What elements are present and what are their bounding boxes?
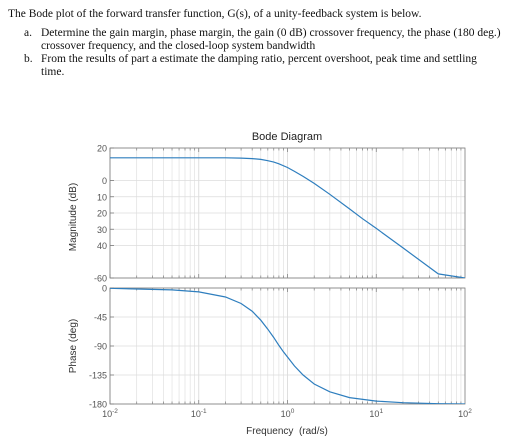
- magnitude-series-line: [110, 157, 465, 278]
- phase-ytick-label: -135: [89, 371, 107, 381]
- phase-ytick-label: -45: [94, 313, 107, 323]
- chart-title: Bode Diagram: [252, 131, 322, 143]
- xtick-base: 10: [102, 409, 112, 419]
- phase-ytick-label: -180: [89, 400, 107, 410]
- magnitude-ylabel: Magnitude (dB): [68, 183, 79, 251]
- magnitude-ytick-label: 40: [97, 241, 107, 251]
- xtick-base: 10: [191, 409, 201, 419]
- phase-frame: [109, 287, 466, 405]
- xtick-base: 10: [369, 409, 379, 419]
- phase-ytick-label: 0: [102, 284, 107, 294]
- problem-item-b: b. From the results of part a estimate t…: [8, 53, 503, 79]
- xtick-label: 10-2: [102, 408, 118, 419]
- phase-ylabel: Phase (deg): [68, 319, 79, 373]
- problem-items: a. Determine the gain margin, phase marg…: [8, 27, 503, 79]
- magnitude-ytick-label: -60: [94, 274, 107, 284]
- magnitude-ytick-label: 0: [102, 176, 107, 186]
- xtick-exponent: 0: [291, 408, 295, 415]
- xtick-exponent: 2: [468, 408, 472, 415]
- phase-ytick-label: -90: [94, 342, 107, 352]
- phase-series-line: [110, 288, 465, 404]
- magnitude-frame: [109, 147, 466, 279]
- xtick-exponent: 1: [379, 408, 383, 415]
- magnitude-ytick-label: 30: [97, 225, 107, 235]
- xtick-label: 102: [458, 408, 472, 419]
- magnitude-ytick-label: 20: [97, 209, 107, 219]
- xtick-base: 10: [281, 409, 291, 419]
- xtick-label: 101: [369, 408, 383, 419]
- magnitude-ytick-label: 20: [97, 144, 107, 154]
- xaxis-label: Frequency (rad/s): [246, 426, 328, 437]
- problem-statement: The Bode plot of the forward transfer fu…: [8, 8, 503, 79]
- problem-item-a-marker: a.: [24, 27, 32, 39]
- xtick-base: 10: [458, 409, 468, 419]
- problem-item-a: a. Determine the gain margin, phase marg…: [8, 27, 503, 53]
- xtick-label: 10-1: [191, 408, 207, 419]
- magnitude-ytick-label: 10: [97, 192, 107, 202]
- problem-item-b-text: From the results of part a estimate the …: [41, 53, 477, 78]
- xtick-label: 100: [281, 408, 295, 419]
- problem-intro: The Bode plot of the forward transfer fu…: [8, 8, 422, 20]
- problem-item-a-text: Determine the gain margin, phase margin,…: [41, 27, 501, 52]
- problem-item-b-marker: b.: [24, 53, 33, 65]
- xtick-exponent: -2: [112, 408, 118, 415]
- xtick-exponent: -1: [201, 408, 207, 415]
- magnitude-panel: 20 0 10 20 30 40 -60: [94, 144, 466, 284]
